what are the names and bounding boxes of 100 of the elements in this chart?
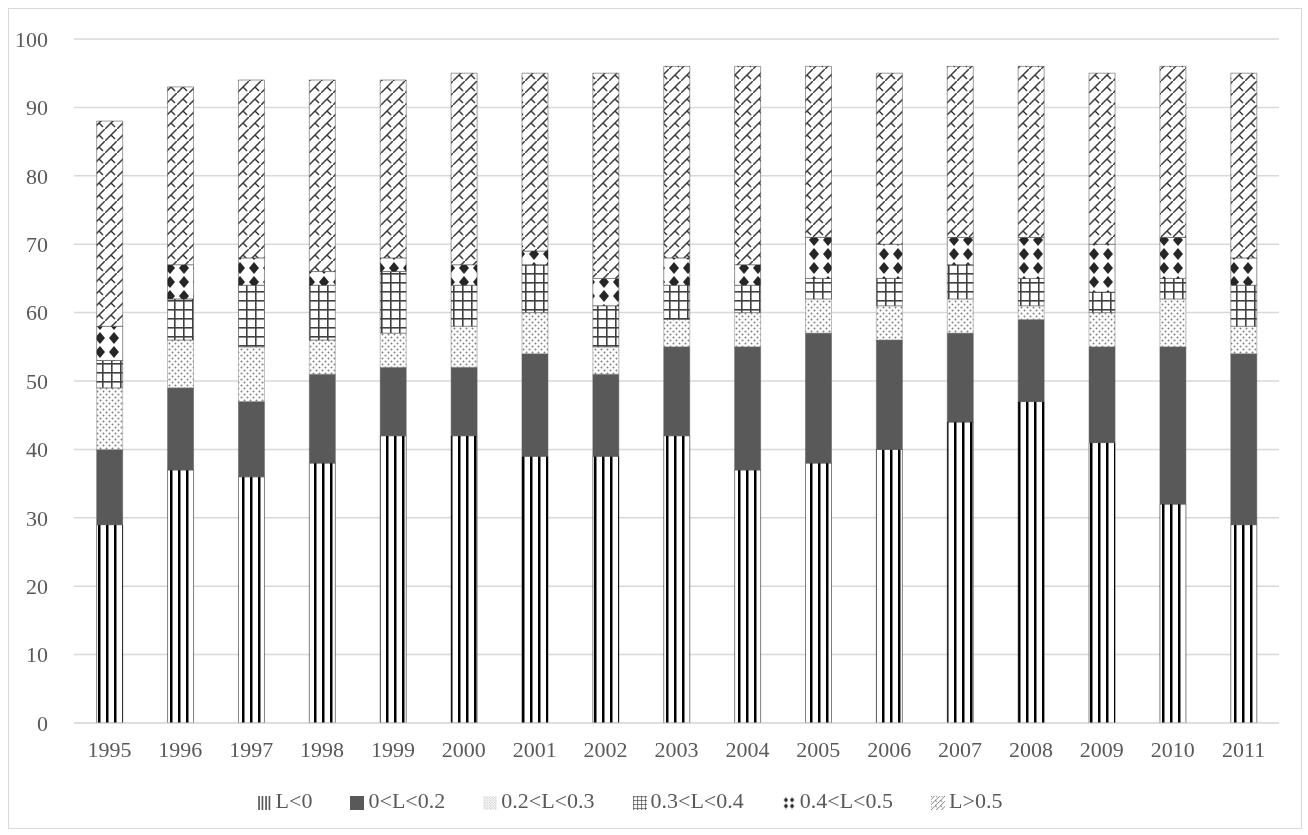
bar (947, 332, 974, 423)
bar (1088, 291, 1116, 313)
bar (167, 469, 194, 723)
bar (592, 305, 620, 348)
y-tick-label: 0 (37, 710, 48, 736)
bar (876, 305, 903, 341)
bar (1088, 72, 1116, 245)
bar (309, 339, 336, 375)
bar (96, 120, 123, 327)
y-tick-label: 80 (26, 163, 48, 189)
bar (450, 264, 478, 286)
bar (1088, 346, 1116, 443)
legend-label: L<0 (275, 788, 313, 813)
bar (805, 237, 832, 279)
bar (521, 353, 549, 457)
bar (876, 243, 903, 279)
bar (1230, 72, 1258, 259)
bar (947, 421, 974, 723)
bar (1159, 66, 1187, 238)
bar (167, 339, 194, 389)
bar (238, 476, 265, 723)
bar (450, 367, 478, 436)
bar (734, 312, 761, 348)
x-tick-label: 2004 (725, 736, 770, 762)
legend-label: 0.2<L<0.3 (501, 788, 595, 813)
bar (167, 86, 194, 265)
bar (167, 387, 194, 471)
bar (663, 66, 690, 259)
bar (663, 319, 690, 348)
y-tick-label: 70 (26, 232, 48, 258)
bar (592, 455, 620, 723)
bar (805, 332, 832, 464)
bar (592, 346, 620, 375)
bar (309, 462, 336, 723)
x-tick-label: 2008 (1008, 736, 1053, 762)
bar (167, 264, 194, 300)
legend-label: L>0.5 (949, 788, 1003, 813)
bar (876, 449, 903, 723)
bar (379, 271, 407, 334)
bar (379, 79, 407, 259)
y-tick-label: 20 (26, 574, 48, 600)
bar (379, 332, 407, 368)
y-tick-label: 40 (26, 437, 48, 463)
bar (592, 72, 620, 279)
bar (1017, 237, 1045, 279)
bar (805, 278, 832, 300)
bar (734, 346, 761, 471)
x-tick-label: 2007 (938, 736, 983, 762)
bar (96, 449, 123, 525)
bar (1017, 305, 1045, 320)
bar (592, 373, 620, 457)
bar (947, 264, 974, 300)
y-tick-label: 50 (26, 368, 48, 394)
bar (1017, 278, 1045, 307)
bar (1017, 319, 1045, 402)
bar (592, 278, 620, 307)
bar (238, 346, 265, 402)
bar (1159, 278, 1187, 300)
bar (379, 257, 407, 272)
x-tick-label: 2000 (441, 736, 486, 762)
bar (521, 264, 549, 313)
y-tick-label: 60 (26, 300, 48, 326)
bar (1088, 243, 1116, 293)
x-tick-label: 2001 (512, 736, 557, 762)
bar (379, 367, 407, 436)
bar (450, 435, 478, 723)
bar (1088, 442, 1116, 723)
bar (379, 435, 407, 723)
bar (876, 72, 903, 245)
y-tick-label: 90 (26, 95, 48, 121)
bar (238, 284, 265, 348)
bar (1017, 66, 1045, 238)
x-tick-label: 1998 (300, 736, 345, 762)
bar (1230, 353, 1258, 525)
x-tick-label: 1999 (370, 736, 415, 762)
x-tick-label: 2009 (1079, 736, 1124, 762)
bar (805, 66, 832, 238)
x-tick-label: 2006 (867, 736, 912, 762)
x-tick-label: 2005 (796, 736, 841, 762)
bar (167, 298, 194, 341)
bar (96, 387, 123, 450)
bar (663, 435, 690, 723)
bar (663, 257, 690, 286)
bar (309, 79, 336, 272)
legend-label: 0<L<0.2 (368, 788, 446, 813)
x-tick-label: 1997 (229, 736, 274, 762)
bar (521, 455, 549, 723)
x-tick-label: 2002 (583, 736, 628, 762)
bar (947, 237, 974, 265)
bar (663, 346, 690, 436)
bar (1159, 503, 1187, 723)
bar (96, 524, 123, 723)
x-tick-label: 1995 (87, 736, 132, 762)
bar (521, 312, 549, 354)
bar (96, 360, 123, 389)
bar (734, 264, 761, 286)
y-tick-label: 30 (26, 505, 48, 531)
bar (1159, 346, 1187, 505)
x-tick-label: 2011 (1221, 736, 1266, 762)
legend-label: 0.3<L<0.4 (650, 788, 744, 813)
